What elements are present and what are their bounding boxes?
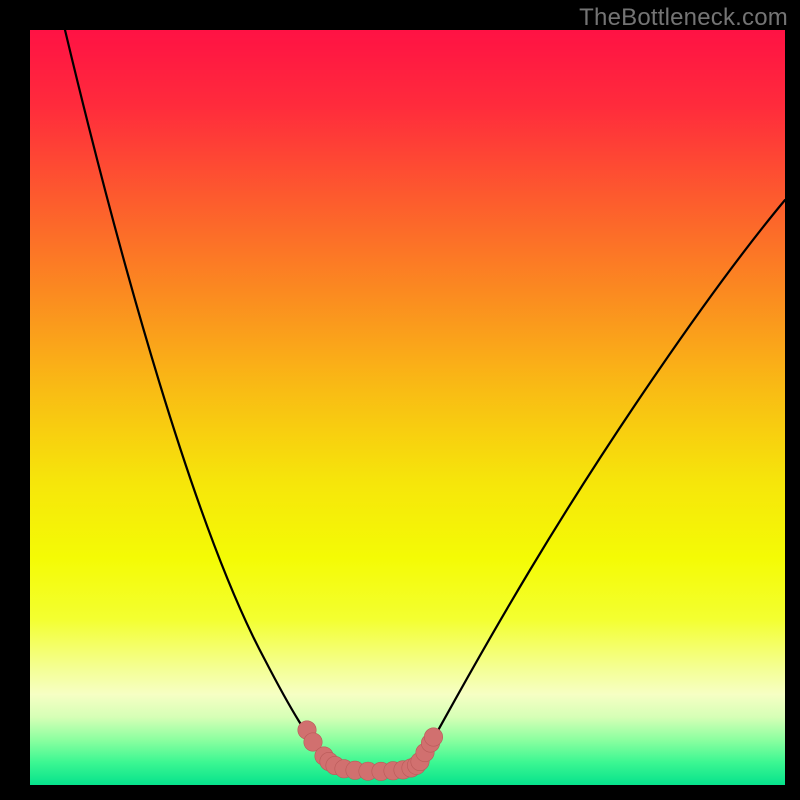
dot — [424, 728, 442, 746]
minimum-dots — [298, 721, 443, 781]
chart-overlay — [30, 30, 785, 785]
plot-area — [30, 30, 785, 785]
bottleneck-curve — [65, 30, 785, 771]
watermark-text: TheBottleneck.com — [579, 4, 788, 32]
